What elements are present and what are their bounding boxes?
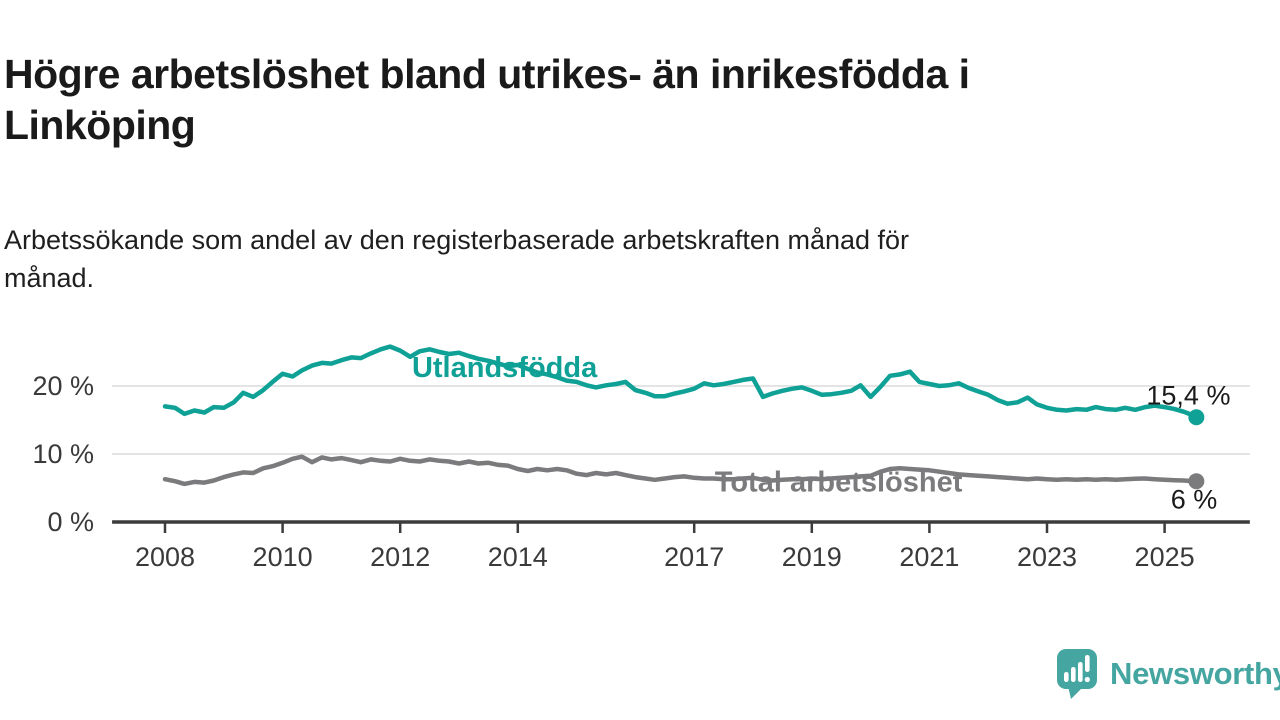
series-label-utlandsfodda: Utlandsfödda [412,352,598,384]
x-tick-label-2008: 2008 [135,542,195,572]
subtitle-line-2: månad. [4,263,95,293]
end-value-label-total: 6 % [1171,484,1218,514]
logo-exclamation-bar [1085,655,1090,672]
x-tick-label-2012: 2012 [370,542,430,572]
series-end-dot-utlandsfodda [1188,409,1205,426]
y-tick-label-10: 10 % [32,439,94,469]
series-line-utlandsfodda [162,344,1199,420]
series-line-total [162,454,1199,487]
logo-bar-1 [1064,672,1069,682]
chart-subtitle: Arbetssökande som andel av den registerb… [4,221,1224,297]
logo-bubble-tail [1068,686,1084,699]
newsworthy-logo-icon [1057,649,1097,699]
line-chart-canvas: 20 % 10 % 0 % 2008 2010 2012 2014 2017 2019 2021 2… [32,344,1250,572]
newsworthy-wordmark: Newsworthy [1110,656,1280,691]
y-tick-label-0: 0 % [47,507,94,537]
page-title: Högre arbetslöshet bland utrikes- än inr… [4,49,1224,151]
subtitle-line-1: Arbetssökande som andel av den registerb… [4,225,910,255]
logo-bar-2 [1071,667,1076,682]
end-value-label-utlandsfodda: 15,4 % [1146,380,1230,410]
series-label-total: Total arbetslöshet [715,466,963,498]
x-tick-label-2023: 2023 [1017,542,1077,572]
logo-exclamation-dot [1084,676,1090,683]
series-end-dot-total [1188,473,1205,490]
title-line-1: Högre arbetslöshet bland utrikes- än inr… [4,51,970,98]
newsworthy-branding: Newsworthy [1056,648,1280,700]
unemployment-line-chart: 20 % 10 % 0 % 2008 2010 2012 2014 2017 2019 2021 2… [0,330,1280,590]
logo-bar-3 [1078,662,1083,682]
x-tick-label-2010: 2010 [253,542,313,572]
x-tick-label-2025: 2025 [1135,542,1195,572]
logo-bubble [1057,649,1097,689]
x-tick-label-2021: 2021 [899,542,959,572]
x-tick-label-2019: 2019 [782,542,842,572]
y-tick-label-20: 20 % [32,371,94,401]
x-tick-label-2017: 2017 [664,542,724,572]
x-tick-label-2014: 2014 [488,542,548,572]
title-line-2: Linköping [4,102,196,149]
